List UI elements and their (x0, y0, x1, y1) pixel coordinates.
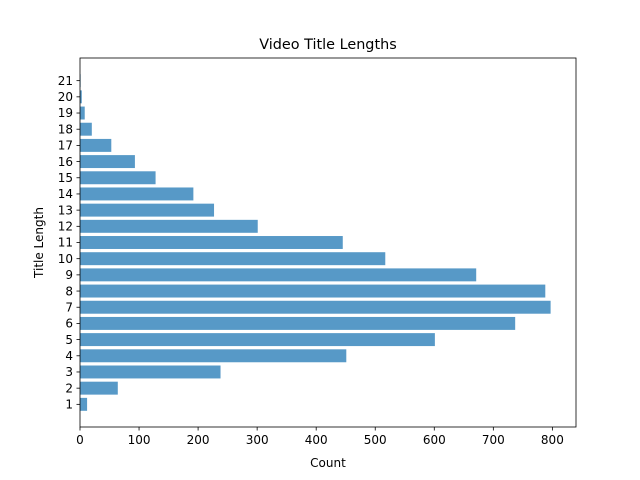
bar-length-14 (80, 187, 194, 201)
bar-group (80, 74, 551, 411)
y-tick-label: 12 (58, 220, 73, 234)
y-tick-label: 1 (65, 398, 73, 412)
y-axis-label: Title Length (32, 207, 46, 279)
y-tick-label: 13 (58, 203, 73, 217)
bar-length-6 (80, 316, 516, 330)
x-tick-label: 700 (482, 433, 505, 447)
y-tick-label: 14 (58, 187, 73, 201)
x-tick-label: 0 (76, 433, 84, 447)
bar-length-5 (80, 333, 435, 347)
bar-length-18 (80, 122, 92, 136)
y-tick-label: 7 (65, 300, 73, 314)
x-axis-label: Count (310, 456, 346, 470)
y-tick-label: 2 (65, 381, 73, 395)
y-tick-label: 18 (58, 122, 73, 136)
y-tick-label: 17 (58, 139, 73, 153)
y-tick-label: 19 (58, 106, 73, 120)
x-tick-label: 600 (423, 433, 446, 447)
y-tick-label: 6 (65, 317, 73, 331)
bar-length-4 (80, 349, 347, 363)
bar-length-9 (80, 268, 477, 282)
y-tick-label: 3 (65, 365, 73, 379)
bar-length-12 (80, 219, 258, 233)
chart-title: Video Title Lengths (259, 37, 396, 53)
plot-frame (79, 57, 577, 428)
bar-length-16 (80, 155, 135, 169)
bar-length-2 (80, 381, 118, 395)
x-tick-label: 100 (128, 433, 151, 447)
y-tick-label: 4 (65, 349, 73, 363)
bar-length-7 (80, 300, 551, 314)
y-tick-label: 16 (58, 155, 73, 169)
y-tick-label: 11 (58, 236, 73, 250)
y-tick-label: 15 (58, 171, 73, 185)
y-tick-label: 5 (65, 333, 73, 347)
x-tick-label: 300 (246, 433, 269, 447)
bar-length-17 (80, 138, 112, 152)
y-tick-label: 21 (58, 74, 73, 88)
x-tick-label: 200 (187, 433, 210, 447)
bar-length-11 (80, 236, 343, 249)
bar-length-15 (80, 171, 156, 185)
bar-length-1 (80, 397, 88, 411)
bar-length-8 (80, 284, 546, 298)
bar-length-10 (80, 252, 386, 266)
y-tick-label: 20 (58, 90, 73, 104)
x-tick-label: 500 (364, 433, 387, 447)
x-tick-label: 800 (541, 433, 564, 447)
bar-length-20 (80, 90, 82, 104)
x-axis-ticks: 0 100 200 300 400 500 600 700 800 (76, 427, 564, 447)
bar-length-3 (80, 365, 221, 379)
y-tick-label: 10 (58, 252, 73, 266)
bar-length-19 (80, 106, 85, 120)
bar-length-13 (80, 203, 215, 217)
x-tick-label: 400 (305, 433, 328, 447)
y-tick-label: 9 (65, 268, 73, 282)
y-tick-label: 8 (65, 284, 73, 298)
